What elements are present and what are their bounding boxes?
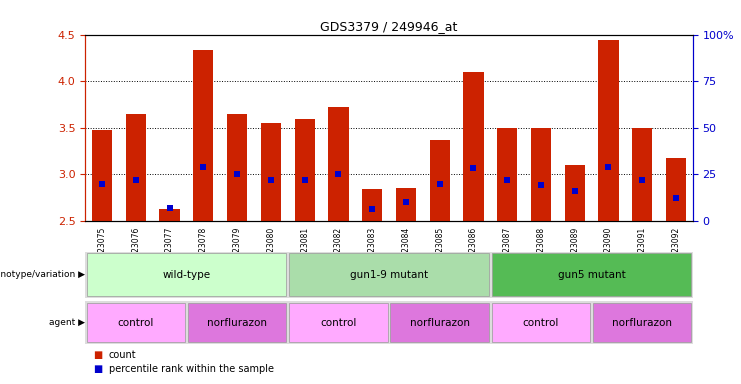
Bar [491,303,591,342]
Bar [159,209,180,221]
Bar [666,159,686,221]
Text: norflurazon: norflurazon [207,318,267,328]
Bar [126,114,146,221]
Bar [227,114,247,221]
Text: norflurazon: norflurazon [410,318,470,328]
Bar [497,128,517,221]
Bar [87,303,185,342]
Bar [328,107,348,221]
Text: control: control [320,318,356,328]
Bar [261,123,281,221]
Bar [193,50,213,221]
Text: count: count [109,350,136,360]
Bar [289,303,388,342]
Text: agent ▶: agent ▶ [49,318,85,327]
Bar [391,303,489,342]
Text: gun5 mutant: gun5 mutant [558,270,625,280]
Bar [565,165,585,221]
Text: wild-type: wild-type [162,270,210,280]
Bar [632,128,652,221]
Bar [92,131,112,221]
Bar [289,253,489,296]
Text: control: control [118,318,154,328]
Bar [491,253,691,296]
Text: gun1-9 mutant: gun1-9 mutant [350,270,428,280]
Bar [87,253,287,296]
Text: control: control [522,318,559,328]
Text: ■: ■ [93,350,102,360]
Text: ■: ■ [93,364,102,374]
Bar [430,140,450,221]
Text: norflurazon: norflurazon [612,318,672,328]
Title: GDS3379 / 249946_at: GDS3379 / 249946_at [320,20,458,33]
Text: percentile rank within the sample: percentile rank within the sample [109,364,274,374]
Text: genotype/variation ▶: genotype/variation ▶ [0,270,85,279]
Bar [362,189,382,221]
Bar [531,128,551,221]
Bar [187,303,287,342]
Bar [294,119,315,221]
Bar [593,303,691,342]
Bar [463,72,484,221]
Bar [598,40,619,221]
Bar [396,188,416,221]
